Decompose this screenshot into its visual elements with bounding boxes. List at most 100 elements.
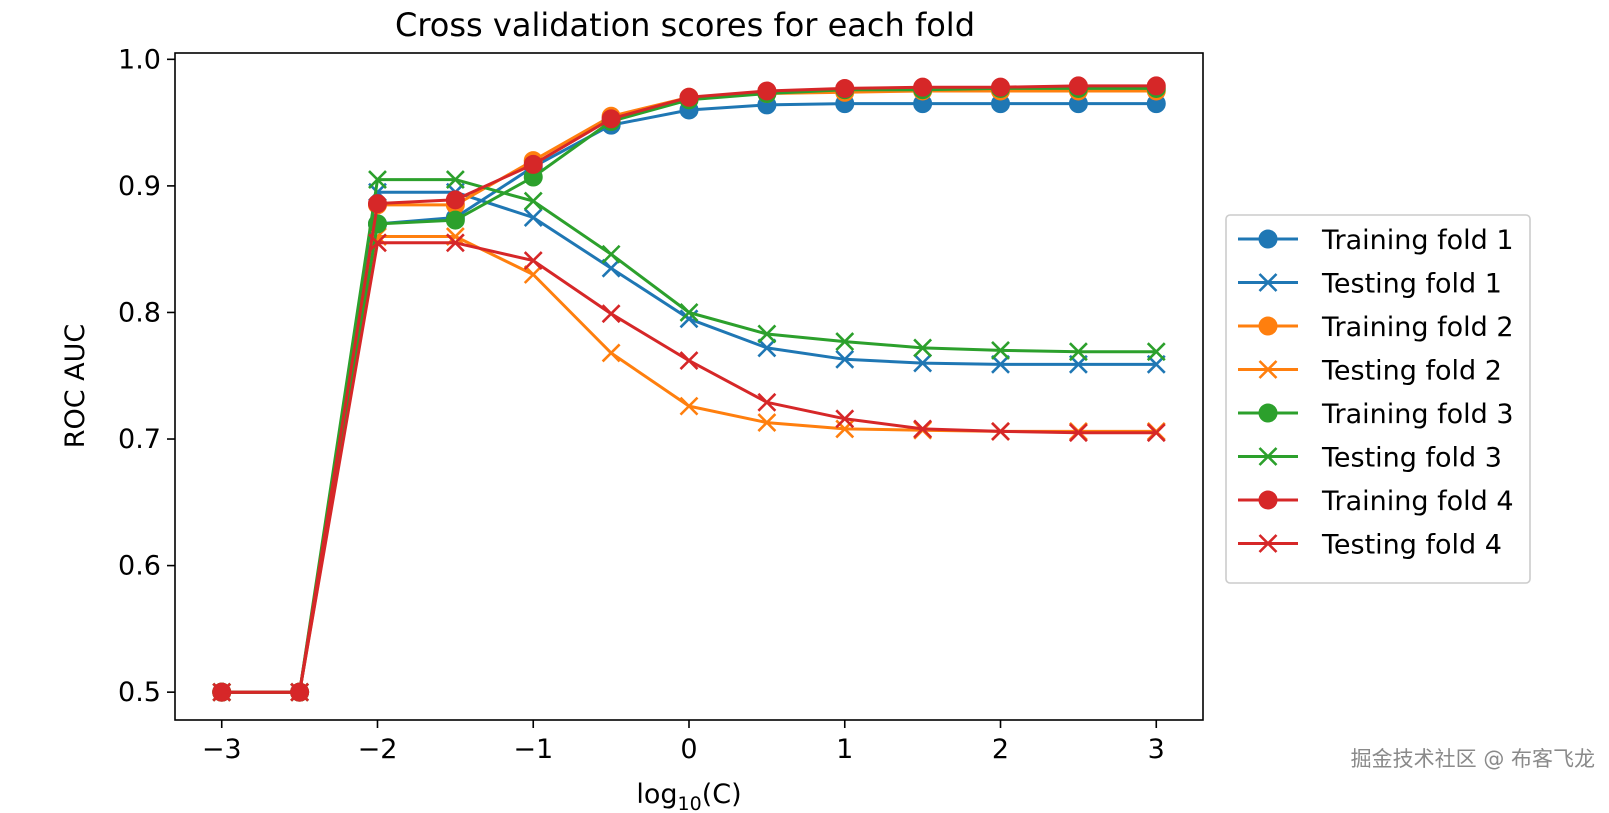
legend-label: Training fold 4 bbox=[1321, 486, 1514, 517]
series-line bbox=[221, 178, 1157, 694]
legend-item: Training fold 1 bbox=[1238, 225, 1514, 256]
legend-marker bbox=[1258, 534, 1278, 553]
data-point bbox=[757, 338, 777, 358]
data-point bbox=[835, 349, 855, 369]
series-line bbox=[221, 102, 1157, 694]
series-line bbox=[221, 190, 1157, 694]
x-tick-label: −1 bbox=[513, 734, 553, 765]
series-line bbox=[221, 84, 1157, 694]
legend-label: Testing fold 4 bbox=[1321, 530, 1502, 561]
data-point bbox=[991, 422, 1010, 441]
data-point bbox=[290, 682, 310, 702]
series-line bbox=[221, 86, 1157, 694]
data-point bbox=[601, 109, 621, 129]
plot-area: −3 −2 −1 0 1 2 3 0.5 0.6 0.7 0.8 0.9 1.0 bbox=[118, 44, 1204, 765]
data-point bbox=[1068, 342, 1088, 362]
series-testing-fold-2 bbox=[212, 227, 1166, 702]
x-axis: −3 −2 −1 0 1 2 3 bbox=[202, 720, 1165, 765]
data-point bbox=[1068, 76, 1088, 96]
legend-marker bbox=[1258, 360, 1278, 379]
series-layer bbox=[212, 76, 1166, 702]
data-point bbox=[991, 341, 1010, 360]
data-point bbox=[757, 81, 777, 101]
data-point bbox=[445, 190, 465, 210]
y-axis-label: ROC AUC bbox=[60, 324, 91, 449]
data-point bbox=[445, 210, 465, 230]
x-tick-label: 3 bbox=[1148, 734, 1165, 765]
legend-marker bbox=[1258, 273, 1278, 292]
data-point bbox=[523, 265, 543, 284]
data-point bbox=[368, 170, 387, 189]
data-point bbox=[1146, 342, 1166, 362]
legend-label: Testing fold 3 bbox=[1321, 443, 1502, 474]
data-point bbox=[1146, 76, 1166, 96]
legend-label: Training fold 3 bbox=[1321, 399, 1514, 430]
data-point bbox=[445, 170, 465, 189]
legend-item: Testing fold 2 bbox=[1238, 356, 1502, 387]
x-tick-label: −2 bbox=[358, 734, 398, 765]
series-training-fold-4 bbox=[212, 76, 1166, 702]
data-point bbox=[757, 324, 777, 344]
series-testing-fold-4 bbox=[212, 233, 1166, 702]
legend-marker bbox=[1258, 403, 1278, 423]
data-point bbox=[991, 354, 1010, 374]
data-point bbox=[445, 233, 465, 253]
x-axis-label: log10(C) bbox=[636, 779, 741, 813]
watermark-text: 掘金技术社区 @ 布客飞龙 bbox=[1350, 747, 1595, 771]
data-point bbox=[679, 396, 699, 416]
x-tick-label: 1 bbox=[836, 734, 853, 765]
y-tick-label: 0.9 bbox=[118, 171, 161, 202]
legend-marker bbox=[1258, 316, 1278, 336]
data-point bbox=[601, 258, 621, 278]
legend-marker bbox=[1258, 490, 1278, 510]
legend-label: Training fold 2 bbox=[1321, 312, 1514, 343]
legend-label: Testing fold 1 bbox=[1321, 269, 1502, 300]
legend-item: Testing fold 4 bbox=[1238, 530, 1502, 561]
legend-marker bbox=[1258, 447, 1278, 466]
x-tick-label: 0 bbox=[680, 734, 697, 765]
legend-item: Training fold 3 bbox=[1238, 399, 1514, 430]
x-tick-label: −3 bbox=[202, 734, 242, 765]
data-point bbox=[679, 351, 699, 370]
data-point bbox=[835, 409, 855, 429]
data-point bbox=[523, 154, 543, 174]
data-point bbox=[991, 77, 1011, 97]
data-point bbox=[523, 208, 543, 227]
x-axis-label-subscript: 10 bbox=[678, 793, 702, 813]
legend-label: Training fold 1 bbox=[1321, 225, 1514, 256]
data-point bbox=[523, 191, 543, 211]
x-axis-label-arg: (C) bbox=[702, 779, 742, 810]
legend-item: Testing fold 1 bbox=[1238, 269, 1502, 300]
data-point bbox=[913, 419, 933, 439]
data-point bbox=[601, 304, 621, 324]
data-point bbox=[212, 682, 232, 702]
data-point bbox=[757, 413, 777, 432]
x-axis-label-base: log bbox=[636, 779, 677, 810]
y-tick-label: 1.0 bbox=[118, 44, 161, 75]
legend-item: Training fold 2 bbox=[1238, 312, 1514, 343]
x-tick-label: 2 bbox=[992, 734, 1009, 765]
legend: Training fold 1 Testing fold 1 Training fo… bbox=[1225, 214, 1531, 584]
legend-marker bbox=[1258, 229, 1278, 249]
legend-item: Training fold 4 bbox=[1238, 486, 1514, 517]
series-training-fold-1 bbox=[212, 94, 1166, 702]
data-point bbox=[1068, 423, 1088, 443]
y-tick-label: 0.7 bbox=[118, 424, 161, 455]
data-point bbox=[757, 392, 777, 412]
y-tick-label: 0.5 bbox=[118, 677, 161, 708]
data-point bbox=[1146, 423, 1166, 443]
series-testing-fold-1 bbox=[212, 182, 1166, 702]
series-testing-fold-3 bbox=[212, 170, 1166, 702]
series-training-fold-3 bbox=[212, 78, 1166, 702]
chart-title: Cross validation scores for each fold bbox=[395, 6, 975, 44]
legend-item: Testing fold 3 bbox=[1238, 443, 1502, 474]
data-point bbox=[835, 78, 855, 98]
data-point bbox=[368, 233, 387, 253]
data-point bbox=[913, 353, 933, 373]
data-point bbox=[679, 87, 699, 107]
legend-label: Testing fold 2 bbox=[1321, 356, 1502, 387]
y-tick-label: 0.6 bbox=[118, 551, 161, 582]
y-axis: 0.5 0.6 0.7 0.8 0.9 1.0 bbox=[118, 44, 175, 708]
legend-frame bbox=[1225, 214, 1531, 584]
